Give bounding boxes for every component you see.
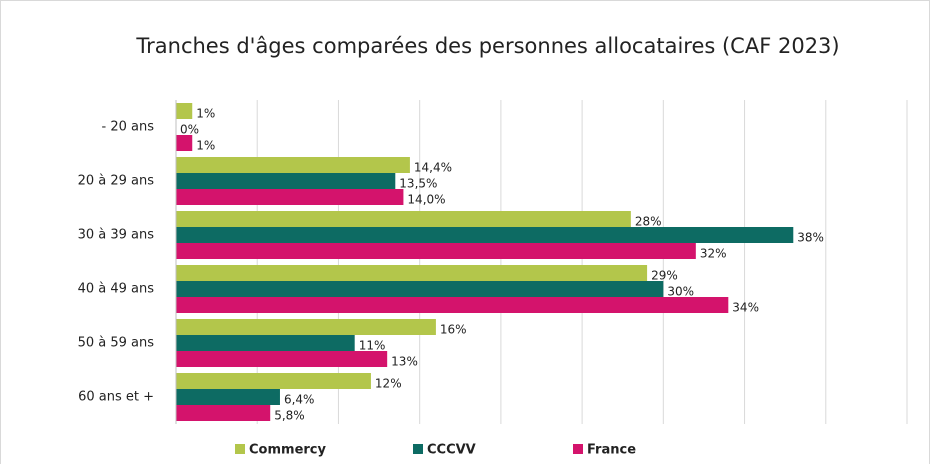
- bar: [176, 281, 664, 297]
- bar: [176, 297, 729, 313]
- data-label: 16%: [440, 323, 467, 337]
- y-tick-label: 40 à 49 ans: [78, 282, 155, 297]
- data-label: 14,4%: [414, 161, 452, 175]
- bar: [176, 227, 794, 243]
- y-tick-label: 50 à 59 ans: [78, 336, 155, 351]
- bar: [176, 103, 193, 119]
- data-label: 1%: [196, 107, 215, 121]
- data-label: 29%: [651, 269, 678, 283]
- bar: [176, 389, 280, 405]
- data-label: 0%: [180, 123, 199, 137]
- bar: [176, 335, 355, 351]
- bar: [176, 211, 631, 227]
- legend-label: Commercy: [249, 443, 326, 458]
- data-label: 5,8%: [274, 409, 305, 423]
- bar: [176, 243, 696, 259]
- data-label: 28%: [635, 215, 662, 229]
- legend-swatch: [413, 444, 423, 454]
- data-label: 13,5%: [399, 177, 437, 191]
- legend-swatch: [573, 444, 583, 454]
- data-label: 11%: [359, 339, 386, 353]
- data-label: 32%: [700, 247, 727, 261]
- bar: [176, 319, 436, 335]
- bar: [176, 157, 410, 173]
- bar: [176, 373, 371, 389]
- y-tick-label: - 20 ans: [102, 120, 155, 135]
- data-label: 1%: [196, 139, 215, 153]
- bar: [176, 189, 404, 205]
- data-label: 38%: [797, 231, 824, 245]
- bar: [176, 173, 396, 189]
- data-label: 30%: [667, 285, 694, 299]
- legend-swatch: [235, 444, 245, 454]
- y-tick-label: 60 ans et +: [78, 390, 154, 405]
- data-label: 34%: [732, 301, 759, 315]
- chart-title: Tranches d'âges comparées des personnes …: [135, 34, 839, 58]
- legend-label: France: [587, 443, 636, 458]
- bar: [176, 351, 388, 367]
- data-label: 6,4%: [284, 393, 315, 407]
- y-tick-label: 20 à 29 ans: [78, 174, 155, 189]
- legend-label: CCCVV: [427, 443, 476, 458]
- bar: [176, 135, 193, 151]
- data-label: 13%: [391, 355, 418, 369]
- y-tick-label: 30 à 39 ans: [78, 228, 155, 243]
- data-label: 14,0%: [407, 193, 445, 207]
- bar: [176, 265, 648, 281]
- data-label: 12%: [375, 377, 402, 391]
- bar: [176, 405, 271, 421]
